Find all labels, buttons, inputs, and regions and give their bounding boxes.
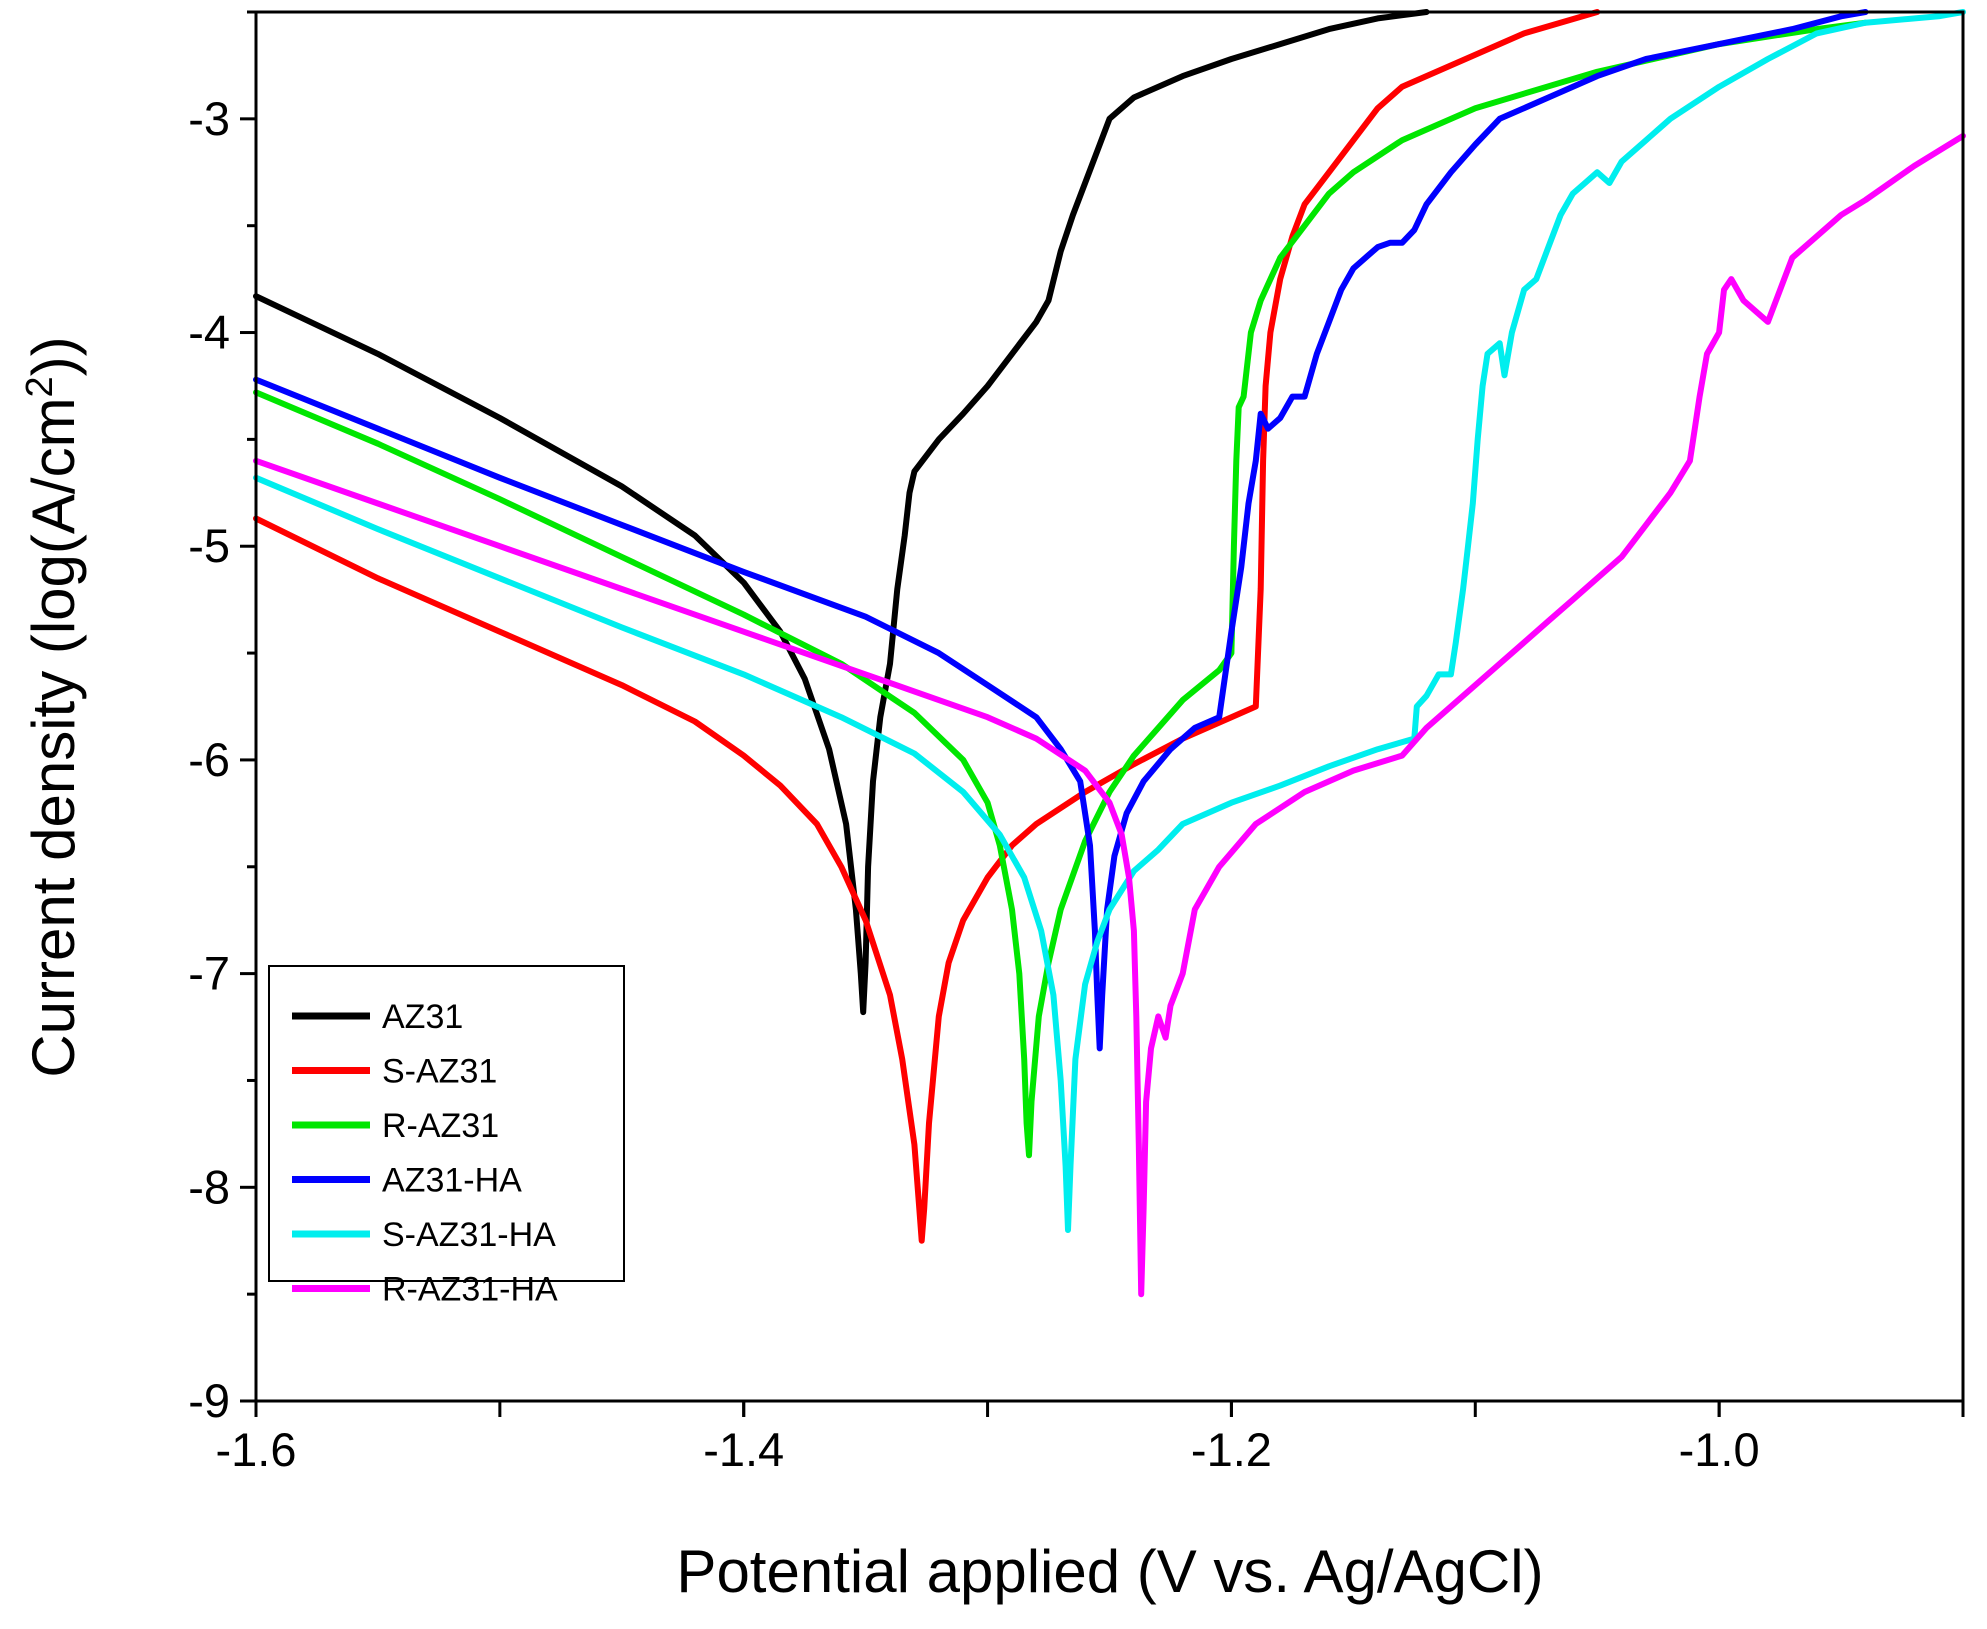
y-tick-label: -9 bbox=[188, 1374, 230, 1427]
plot-frame bbox=[254, 10, 1965, 1403]
y-tick-label: -7 bbox=[188, 947, 230, 1000]
x-axis: -1.6 -1.4 -1.2 -1.0 bbox=[216, 1401, 1965, 1476]
series-line-r-az31 bbox=[253, 19, 1869, 1159]
y-axis-title-superscript: 2 bbox=[19, 376, 61, 397]
legend-label: R-AZ31-HA bbox=[382, 1271, 558, 1309]
x-tick-label: -1.6 bbox=[216, 1423, 297, 1476]
legend-label: S-AZ31 bbox=[382, 1053, 497, 1091]
series-layer bbox=[253, 9, 1966, 1298]
series-line-az31-ha bbox=[253, 9, 1869, 1052]
x-axis-title: Potential applied (V vs. Ag/AgCl) bbox=[676, 1538, 1543, 1605]
legend-label: AZ31-HA bbox=[382, 1162, 522, 1200]
series-line-s-az31 bbox=[253, 9, 1601, 1244]
series-line-s-az31-ha bbox=[253, 9, 1966, 1233]
x-tick-label: -1.2 bbox=[1191, 1423, 1272, 1476]
y-axis-title-end: )) bbox=[20, 336, 87, 376]
legend-items: AZ31 S-AZ31 R-AZ31 AZ31-HA S-AZ31-HA R-AZ31-H… bbox=[292, 998, 558, 1309]
y-tick-label: -5 bbox=[188, 519, 230, 572]
y-axis-title-main: Current density (log(A/cm bbox=[20, 397, 87, 1077]
legend-label: S-AZ31-HA bbox=[382, 1216, 556, 1254]
y-tick-label: -6 bbox=[188, 733, 230, 786]
x-tick-label: -1.4 bbox=[703, 1423, 784, 1476]
y-tick-label: -8 bbox=[188, 1160, 230, 1213]
y-axis: -9 -8 -7 -6 -5 -4 -3 bbox=[188, 10, 256, 1427]
legend-label: R-AZ31 bbox=[382, 1107, 499, 1145]
legend: AZ31 S-AZ31 R-AZ31 AZ31-HA S-AZ31-HA R-AZ31-H… bbox=[268, 965, 625, 1309]
y-axis-title: Current density (log(A/cm2)) bbox=[19, 336, 87, 1077]
x-tick-label: -1.0 bbox=[1679, 1423, 1760, 1476]
legend-label: AZ31 bbox=[382, 998, 463, 1036]
y-tick-label: -4 bbox=[188, 306, 230, 359]
y-tick-label: -3 bbox=[188, 92, 230, 145]
series-line-az31 bbox=[253, 9, 1430, 1016]
series-line-r-az31-ha bbox=[253, 132, 1966, 1298]
